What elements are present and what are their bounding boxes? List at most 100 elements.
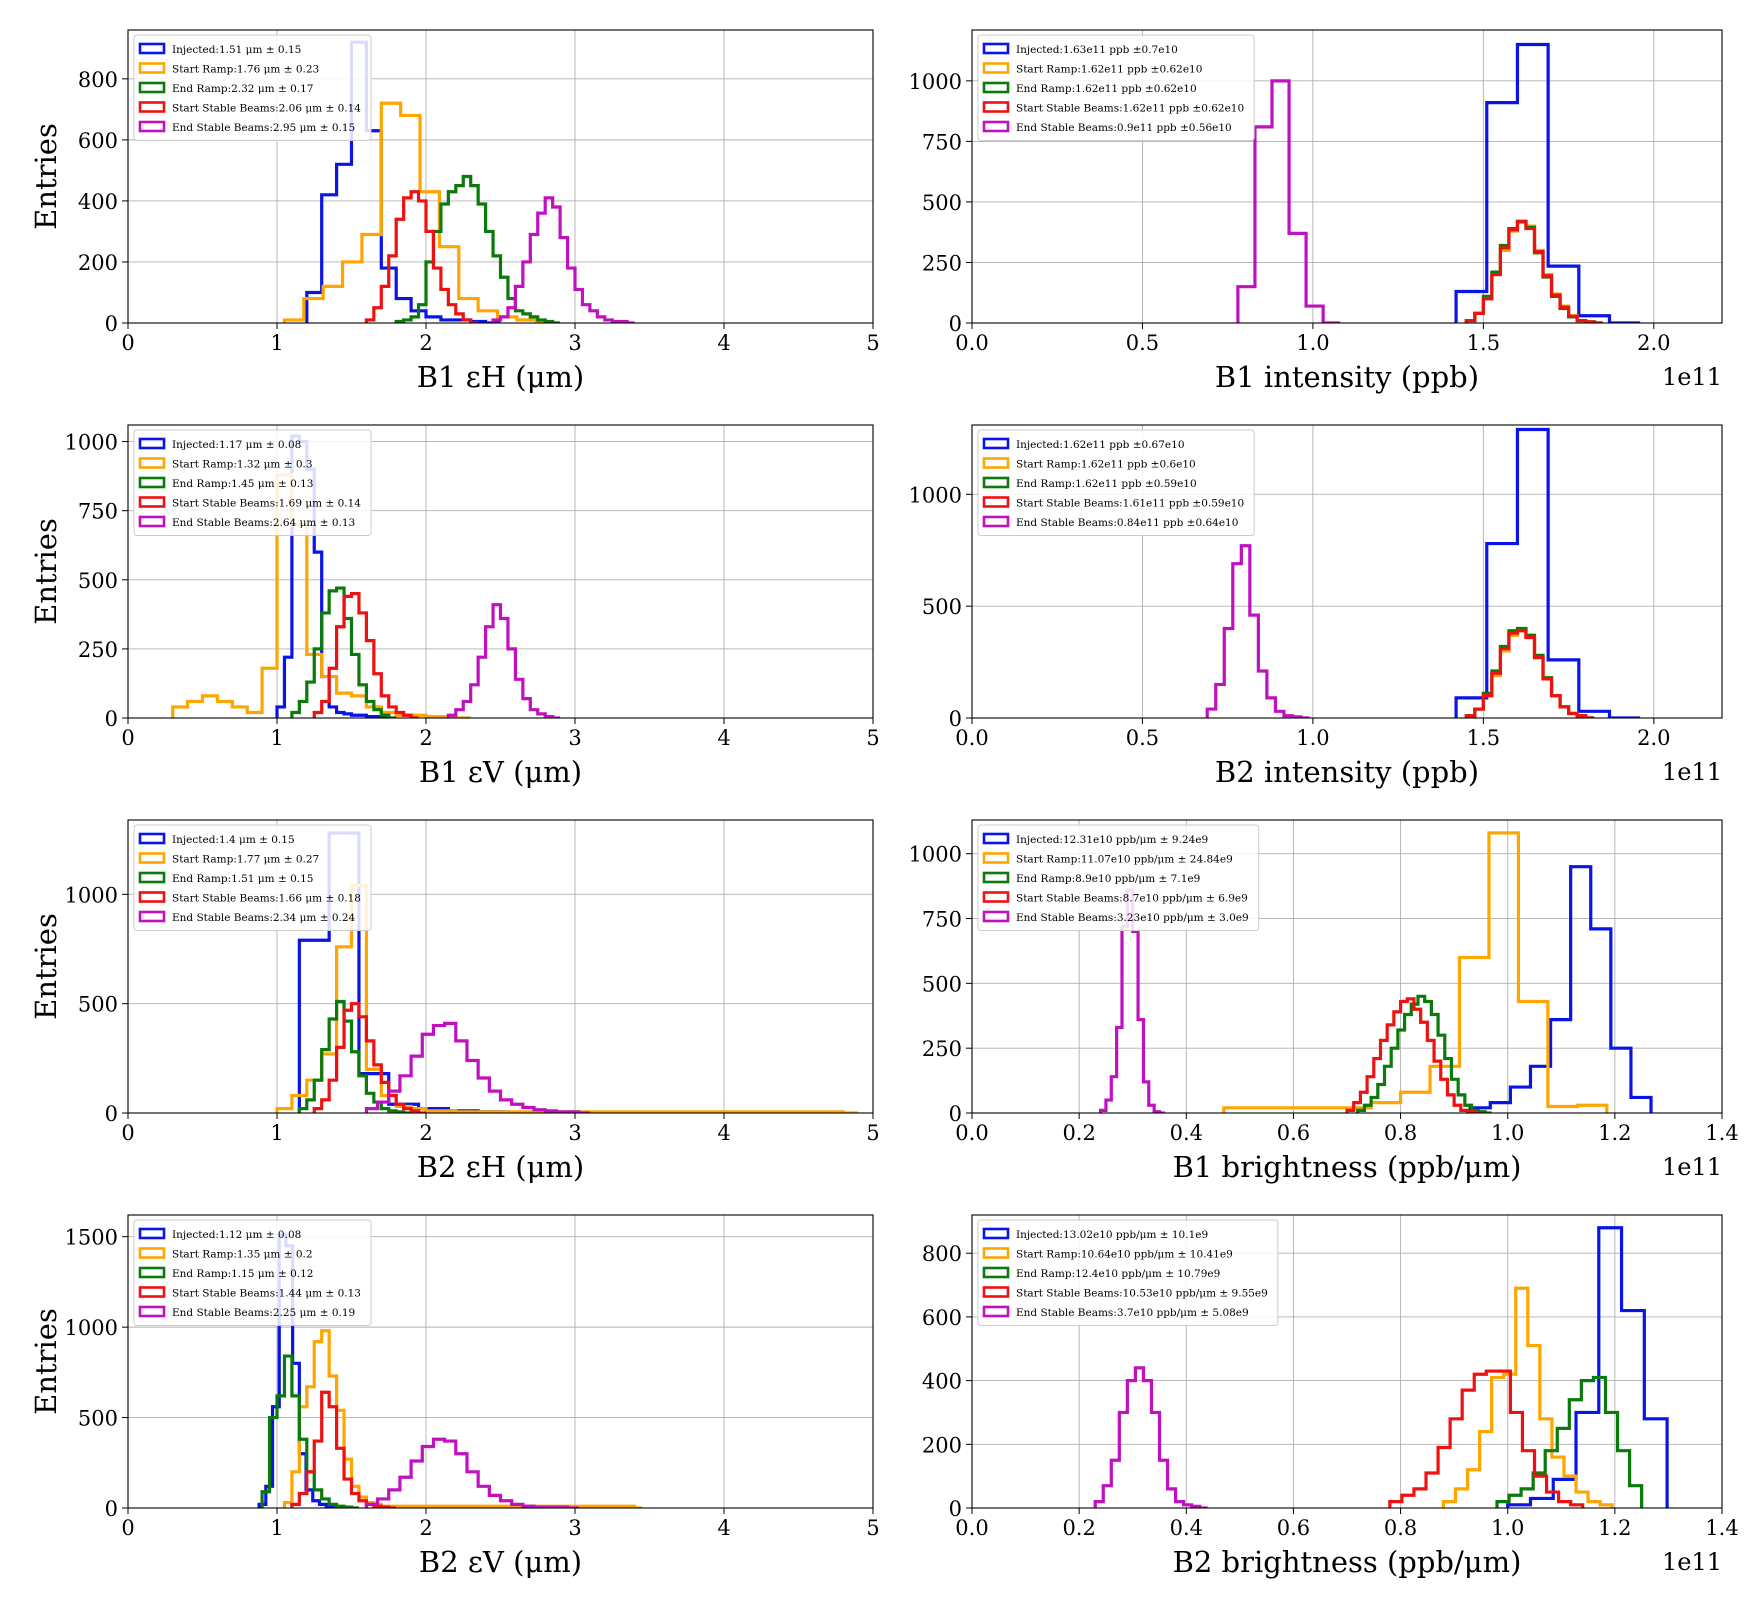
x-tick-label: 1.4 (1705, 1121, 1738, 1145)
chart-panel-3: 0 1 2 3 4 5 0 250 500 750 1000 B1 εV (μm) Entries Inj… (29, 424, 880, 789)
legend-swatch-start-stable (138, 496, 166, 508)
plot-area (1093, 1226, 1669, 1508)
y-tick-label: 250 (922, 1037, 962, 1061)
y-tick-label: 600 (78, 129, 118, 153)
x-tick-label: 4 (717, 1121, 730, 1145)
plot-area (1098, 831, 1653, 1113)
histogram-end-stable (491, 196, 635, 323)
legend-label: End Ramp:1.45 μm ± 0.13 (172, 478, 313, 490)
y-tick-label: 800 (922, 1242, 962, 1266)
y-tick-label: 250 (78, 638, 118, 662)
legend-label: End Stable Beams:3.23e10 ppb/μm ± 3.0e9 (1016, 912, 1249, 924)
legend-label: Start Stable Beams:1.62e11 ppb ±0.62e10 (1016, 103, 1244, 115)
y-tick-label: 1000 (65, 431, 118, 455)
axes-frame (971, 424, 1723, 719)
chart-panel-5: 0 1 2 3 4 5 0 500 1000 B2 εH (μm) Entries Injected:… (29, 819, 880, 1184)
x-tick-label: 3 (568, 1516, 581, 1540)
histogram-start-stable (312, 1002, 426, 1113)
legend-label: Injected:1.62e11 ppb ±0.67e10 (1016, 439, 1185, 451)
legend-label: End Ramp:1.15 μm ± 0.12 (172, 1268, 313, 1280)
legend-swatch-injected (138, 1227, 166, 1240)
y-tick-label: 750 (922, 908, 962, 932)
histogram-end-ramp (297, 999, 412, 1113)
legend-label: Injected:1.51 μm ± 0.15 (172, 44, 301, 56)
legend-swatch-start-stable (138, 891, 166, 903)
legend-swatch-injected (982, 832, 1010, 845)
chart-panel-7: 0 1 2 3 4 5 0 500 1000 1500 B2 εV (μm) Entries Injec… (29, 1214, 880, 1579)
y-tick-label: 1000 (65, 883, 118, 907)
x-tick-label: 1.0 (1491, 1121, 1524, 1145)
histogram-start-ramp (1222, 831, 1609, 1113)
axes-frame (127, 424, 874, 719)
histogram-start-ramp (282, 1329, 643, 1508)
legend-label: End Stable Beams:3.7e10 ppb/μm ± 5.08e9 (1016, 1307, 1249, 1319)
y-tick-label: 250 (922, 251, 962, 275)
legend-swatch-end-stable (138, 1305, 166, 1318)
histogram-start-stable (1388, 1369, 1585, 1508)
y-axis-title: Entries (29, 123, 63, 230)
x-tick-label: 1.4 (1705, 1516, 1738, 1540)
histogram-end-stable (364, 1021, 590, 1113)
x-axis-title: B2 intensity (ppb) (1215, 755, 1479, 789)
legend-swatch-start-ramp (982, 852, 1010, 864)
y-tick-label: 0 (105, 1102, 118, 1126)
legend-label: Injected:1.63e11 ppb ±0.7e10 (1016, 44, 1178, 56)
plot-area (1236, 42, 1641, 323)
legend-swatch-end-stable (982, 515, 1010, 528)
x-tick-label: 0 (121, 1121, 134, 1145)
x-offset-label: 1e11 (1662, 758, 1722, 786)
legend: Injected:1.63e11 ppb ±0.7e10 Start Ramp:1… (977, 34, 1255, 141)
y-tick-label: 1000 (909, 483, 962, 507)
legend-box (133, 824, 372, 931)
histogram-injected (257, 1233, 340, 1508)
x-tick-label: 1 (270, 726, 283, 750)
y-tick-label: 500 (78, 993, 118, 1017)
legend-label: End Stable Beams:0.9e11 ppb ±0.56e10 (1016, 122, 1232, 134)
legend-label: End Stable Beams:2.25 μm ± 0.19 (172, 1307, 355, 1319)
legend-box (977, 824, 1260, 931)
y-tick-label: 0 (105, 707, 118, 731)
axes-frame (127, 1214, 874, 1509)
histogram-injected (1454, 42, 1641, 323)
x-tick-label: 1.5 (1467, 726, 1500, 750)
legend: Injected:1.12 μm ± 0.08 Start Ramp:1.35 μ… (133, 1219, 372, 1326)
x-tick-label: 1.2 (1598, 1516, 1631, 1540)
y-tick-label: 500 (922, 191, 962, 215)
legend-label: Start Ramp:1.76 μm ± 0.23 (172, 64, 319, 76)
legend-swatch-end-stable (982, 120, 1010, 133)
chart-panel-2: 0.0 0.5 1.0 1.5 2.0 0 250 500 750 1000 B1 intensit… (909, 29, 1723, 394)
histogram-injected (1506, 1226, 1669, 1508)
legend-label: Start Ramp:11.07e10 ppb/μm ± 24.84e9 (1016, 854, 1233, 866)
x-tick-label: 5 (866, 1516, 879, 1540)
legend-swatch-start-stable (982, 496, 1010, 508)
histogram-injected (1454, 427, 1641, 718)
legend-swatch-end-stable (138, 910, 166, 923)
x-tick-label: 2 (419, 331, 432, 355)
legend-swatch-start-stable (138, 1286, 166, 1298)
legend-label: Start Ramp:10.64e10 ppb/μm ± 10.41e9 (1016, 1249, 1233, 1261)
y-tick-label: 400 (922, 1370, 962, 1394)
x-tick-label: 1.2 (1598, 1121, 1631, 1145)
x-tick-label: 3 (568, 726, 581, 750)
x-tick-label: 1.0 (1296, 331, 1329, 355)
x-offset-label: 1e11 (1662, 1153, 1722, 1181)
legend-label: Start Ramp:1.32 μm ± 0.3 (172, 459, 313, 471)
y-tick-label: 0 (105, 312, 118, 336)
legend-swatch-start-stable (138, 101, 166, 113)
legend-swatch-start-stable (982, 891, 1010, 903)
legend-label: Start Stable Beams:2.06 μm ± 0.14 (172, 103, 361, 115)
legend-label: Injected:12.31e10 ppb/μm ± 9.24e9 (1016, 834, 1208, 846)
legend-swatch-start-ramp (138, 457, 166, 469)
y-tick-label: 750 (78, 500, 118, 524)
legend: Injected:12.31e10 ppb/μm ± 9.24e9 Start R… (977, 824, 1260, 931)
axes-frame (971, 29, 1723, 324)
y-tick-label: 0 (105, 1497, 118, 1521)
x-axis-title: B2 brightness (ppb/μm) (1173, 1545, 1522, 1579)
legend-label: End Ramp:1.62e11 ppb ±0.62e10 (1016, 83, 1197, 95)
histogram-end-ramp (394, 174, 561, 323)
legend: Injected:1.62e11 ppb ±0.67e10 Start Ramp:… (977, 429, 1255, 536)
legend-swatch-end-stable (138, 515, 166, 528)
x-tick-label: 5 (866, 1121, 879, 1145)
legend-label: End Ramp:8.9e10 ppb/μm ± 7.1e9 (1016, 873, 1200, 885)
x-tick-label: 0.0 (955, 726, 988, 750)
